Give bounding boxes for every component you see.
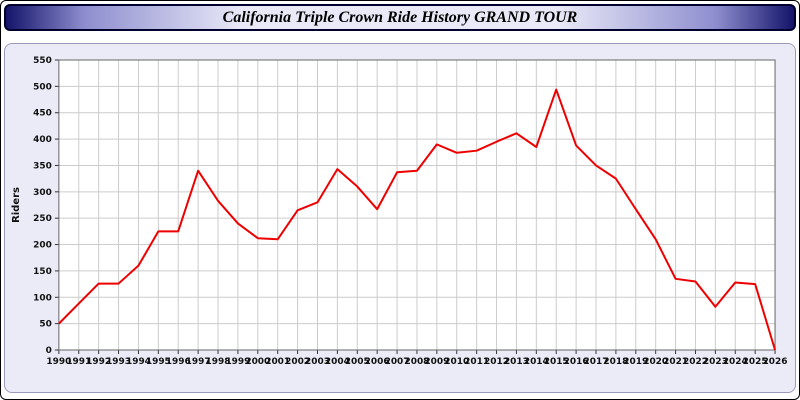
svg-text:2008: 2008 (404, 357, 429, 367)
chart-title-bar: California Triple Crown Ride History GRA… (4, 4, 796, 31)
svg-text:1994: 1994 (126, 357, 151, 367)
svg-text:250: 250 (33, 214, 52, 224)
svg-text:2004: 2004 (325, 357, 350, 367)
svg-text:1995: 1995 (146, 357, 171, 367)
svg-text:100: 100 (33, 293, 52, 303)
svg-text:2014: 2014 (524, 357, 549, 367)
svg-text:2026: 2026 (763, 357, 788, 367)
svg-text:400: 400 (33, 135, 52, 145)
svg-text:1997: 1997 (186, 357, 211, 367)
svg-text:2012: 2012 (484, 357, 509, 367)
svg-text:Riders: Riders (11, 187, 22, 223)
svg-text:0: 0 (46, 346, 52, 356)
chart-panel: 0 50 100 150 200 250 300 350 400 450 500 550 1990 199… (4, 43, 796, 393)
svg-text:1990: 1990 (46, 357, 71, 367)
svg-text:2002: 2002 (285, 357, 310, 367)
svg-text:550: 550 (33, 56, 52, 66)
svg-text:2001: 2001 (265, 357, 290, 367)
svg-text:2005: 2005 (345, 357, 370, 367)
svg-text:2023: 2023 (703, 357, 728, 367)
svg-text:2000: 2000 (245, 357, 270, 367)
svg-text:2018: 2018 (603, 357, 628, 367)
svg-text:1999: 1999 (225, 357, 250, 367)
svg-text:2015: 2015 (544, 357, 569, 367)
svg-text:2022: 2022 (683, 357, 708, 367)
svg-text:1993: 1993 (106, 357, 131, 367)
svg-text:2021: 2021 (663, 357, 688, 367)
svg-text:2007: 2007 (385, 357, 410, 367)
chart-title: California Triple Crown Ride History GRA… (222, 8, 578, 26)
svg-text:1996: 1996 (166, 357, 191, 367)
svg-text:2017: 2017 (584, 357, 609, 367)
line-chart: 0501001502002503003504004505005501990199… (11, 56, 788, 367)
svg-text:2009: 2009 (424, 357, 449, 367)
svg-text:2013: 2013 (504, 357, 529, 367)
svg-text:2019: 2019 (623, 357, 648, 367)
svg-text:1998: 1998 (206, 357, 231, 367)
svg-text:500: 500 (33, 82, 52, 92)
svg-text:2003: 2003 (305, 357, 330, 367)
svg-text:1992: 1992 (86, 357, 111, 367)
svg-text:300: 300 (33, 188, 52, 198)
svg-text:2006: 2006 (365, 357, 390, 367)
svg-text:150: 150 (33, 267, 52, 277)
svg-text:200: 200 (33, 241, 52, 251)
svg-text:50: 50 (39, 320, 51, 330)
svg-text:2020: 2020 (643, 357, 668, 367)
svg-text:450: 450 (33, 109, 52, 119)
svg-text:350: 350 (33, 161, 52, 171)
svg-text:2011: 2011 (464, 357, 489, 367)
svg-text:1991: 1991 (66, 357, 91, 367)
svg-text:2010: 2010 (444, 357, 469, 367)
svg-text:2016: 2016 (564, 357, 589, 367)
svg-text:2024: 2024 (723, 357, 748, 367)
svg-text:2025: 2025 (743, 357, 768, 367)
